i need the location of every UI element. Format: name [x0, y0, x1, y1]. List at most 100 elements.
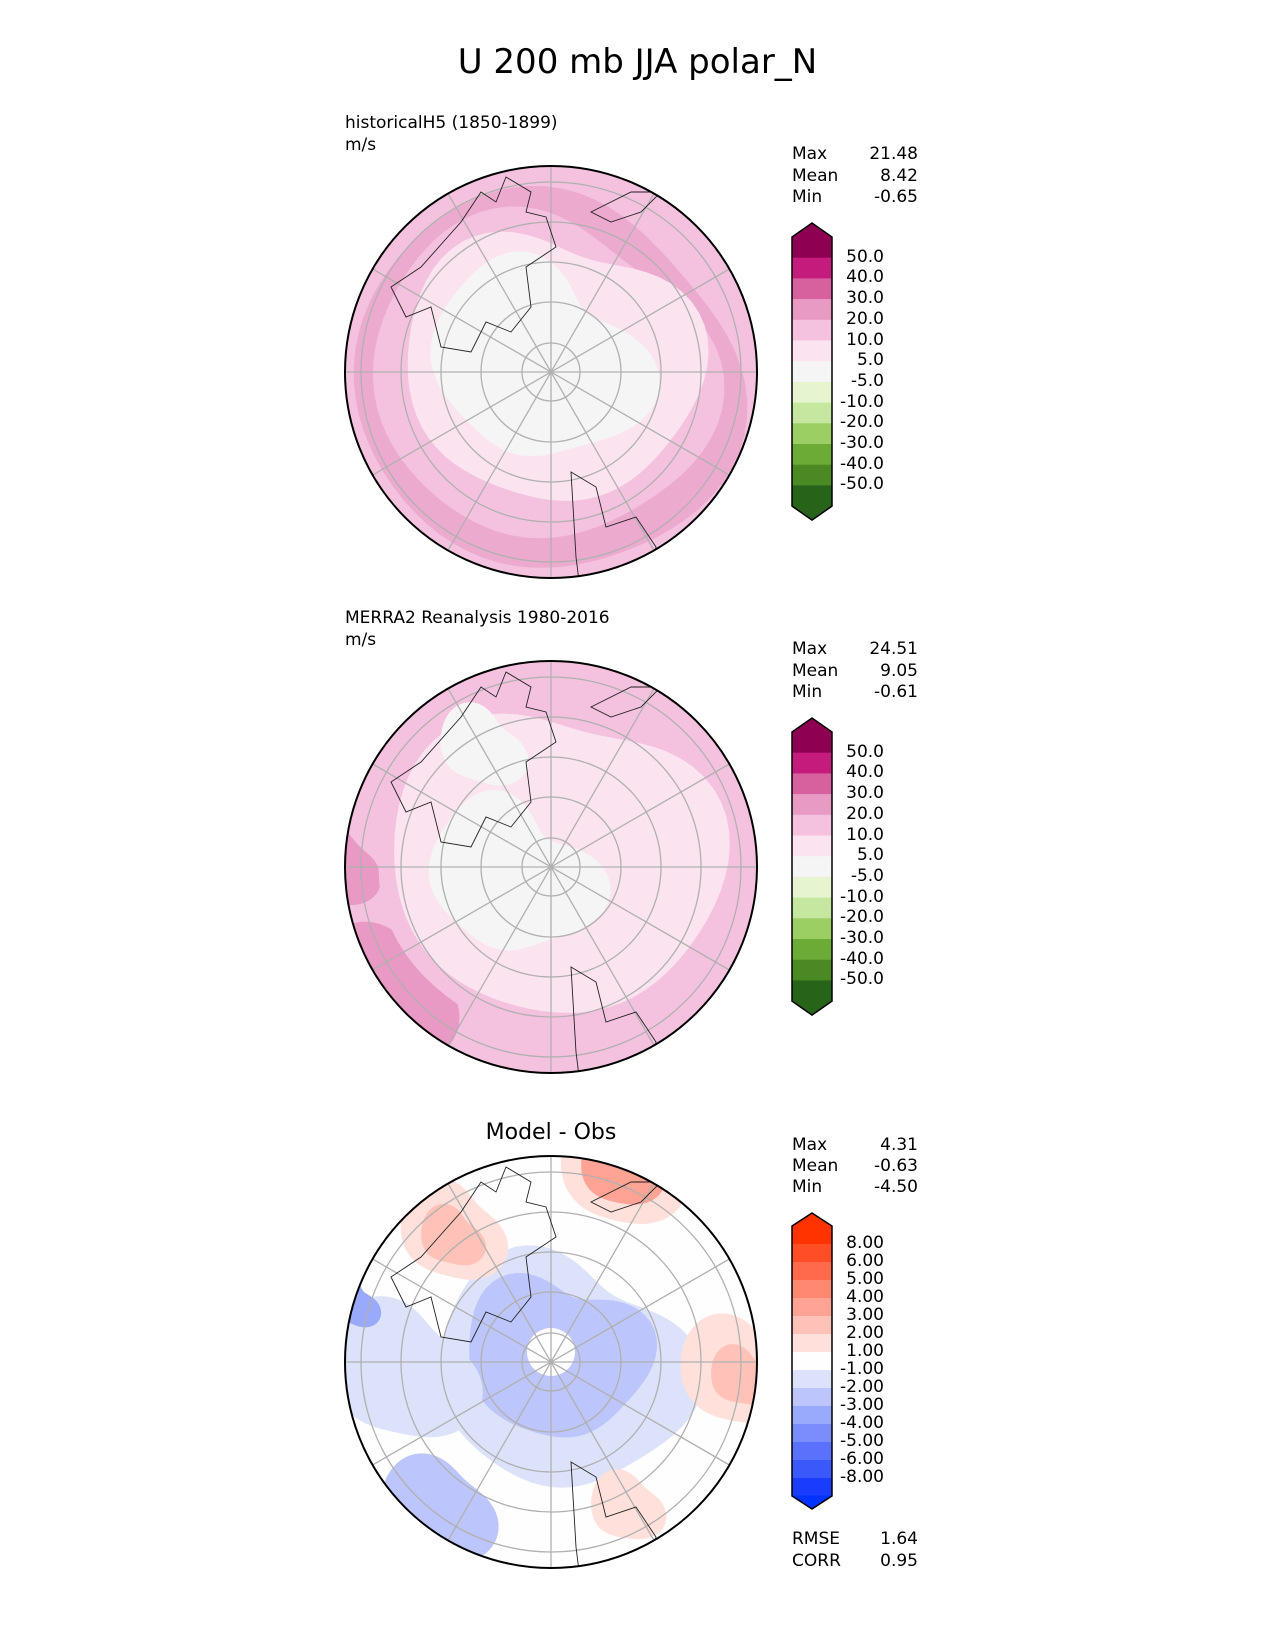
contour-fill	[345, 823, 382, 905]
panel1-mean: Mean 8.42	[792, 166, 918, 188]
colorbar-bin	[792, 856, 832, 878]
colorbar-tick-label: -10.0	[840, 886, 884, 907]
colorbar-tick-label: 5.00	[846, 1269, 884, 1289]
colorbar-bin	[792, 1298, 832, 1317]
colorbar-tick-label: 3.00	[846, 1305, 884, 1325]
colorbar-bin	[792, 1262, 832, 1281]
colorbar-tick-label: 6.00	[846, 1251, 884, 1271]
colorbar-bin	[792, 794, 832, 816]
map-boundary	[344, 165, 758, 579]
colorbar-tick-label: 50.0	[846, 246, 884, 267]
mean-value: -0.63	[874, 1156, 918, 1176]
panel2-title: MERRA2 Reanalysis 1980-2016	[345, 608, 610, 628]
colorbar-tick-label: 30.0	[846, 783, 884, 804]
colorbar-bin	[792, 1406, 832, 1425]
map-panel-3	[344, 1155, 758, 1569]
coastline	[390, 671, 663, 1073]
colorbar-tick-label: 20.0	[846, 308, 884, 329]
contour-fill	[345, 1296, 483, 1438]
map-panel-1	[344, 165, 758, 579]
colorbar-bin	[792, 959, 832, 981]
longitude-gridline	[447, 688, 655, 1046]
colorbar-tick-label: 40.0	[846, 267, 884, 288]
panel3-rmse: RMSE 1.64	[792, 1529, 918, 1551]
colorbar-tick-label: -5.0	[850, 865, 884, 886]
colorbar-tick-label: 5.0	[856, 350, 884, 371]
colorbar-tick-label: 1.00	[846, 1341, 884, 1361]
colorbar-tick-label: 10.0	[846, 824, 884, 845]
panel1-units: m/s	[345, 135, 377, 155]
colorbar-extend-top	[792, 1213, 832, 1227]
colorbar-extend-bottom	[792, 1000, 832, 1016]
colorbar-bin	[792, 1442, 832, 1461]
max-label: Max	[792, 639, 828, 659]
colorbar-bin	[792, 939, 832, 961]
colorbar-tick-label: -30.0	[840, 928, 884, 948]
colorbar-2	[791, 717, 833, 1017]
colorbar-tick-label: 40.0	[846, 762, 884, 783]
colorbar-bin	[792, 278, 832, 300]
max-label: Max	[792, 144, 828, 164]
coastline	[390, 176, 663, 578]
colorbar-bin	[792, 237, 832, 259]
colorbar-tick-label: -20.0	[840, 907, 884, 928]
colorbar-tick-label: -50.0	[840, 969, 884, 990]
colorbar-bin	[792, 423, 832, 445]
colorbar-extend-bottom	[792, 1495, 832, 1509]
colorbar-bin	[792, 1244, 832, 1263]
colorbar-bin	[792, 1334, 832, 1353]
colorbar-bin	[792, 876, 832, 899]
colorbar-bin	[792, 485, 832, 507]
colorbar-tick-label: -50.0	[840, 474, 884, 495]
map-panel-2	[344, 660, 758, 1074]
colorbar-tick-label: -10.0	[840, 391, 884, 412]
panel2-units: m/s	[345, 630, 377, 650]
panel1-title: historicalH5 (1850-1899)	[345, 113, 558, 133]
colorbar-bin	[792, 918, 832, 940]
corr-value: 0.95	[880, 1551, 918, 1571]
colorbar-tick-label: -3.00	[840, 1395, 884, 1415]
colorbar-tick-label: -30.0	[840, 433, 884, 453]
colorbar-bin	[792, 1352, 832, 1371]
contour-fill	[711, 1344, 757, 1405]
colorbar-tick-label: 20.0	[846, 803, 884, 824]
min-value: -0.65	[874, 187, 918, 207]
colorbar-outline	[791, 717, 833, 1017]
colorbar-bin	[792, 319, 832, 342]
panel3-title: Model - Obs	[485, 1120, 617, 1145]
contour-fill	[440, 702, 529, 786]
colorbar-tick-label: -4.00	[840, 1413, 884, 1433]
contour-fill	[581, 1156, 666, 1205]
colorbar-tick-label: 4.00	[846, 1287, 884, 1307]
colorbar-bin	[792, 299, 832, 321]
max-value: 24.51	[869, 639, 918, 659]
longitude-gridline	[447, 193, 655, 551]
colorbar-tick-label: -40.0	[840, 453, 884, 474]
colorbar-tick-label: 10.0	[846, 329, 884, 350]
contour-fills	[345, 166, 757, 578]
colorbar-bin	[792, 1478, 832, 1497]
colorbar-tick-label: -2.00	[840, 1377, 884, 1397]
min-label: Min	[792, 682, 823, 702]
colorbar-bin	[792, 1424, 832, 1443]
longitude-gridline	[447, 1183, 655, 1541]
max-label: Max	[792, 1135, 828, 1155]
colorbar-bin	[792, 402, 832, 424]
colorbar-bin	[792, 814, 832, 837]
colorbar-extend-top	[792, 718, 832, 733]
panel3-mean: Mean -0.63	[792, 1156, 918, 1178]
colorbar-bin	[792, 773, 832, 795]
rmse-label: RMSE	[792, 1529, 841, 1549]
colorbar-bin	[792, 1388, 832, 1407]
contour-fill	[430, 251, 660, 457]
colorbar-1	[791, 222, 833, 522]
panel2-max: Max 24.51	[792, 639, 918, 661]
contour-fill	[591, 1469, 667, 1540]
contour-fill	[428, 789, 611, 951]
colorbar-bin	[792, 732, 832, 754]
contour-fills	[345, 1156, 757, 1568]
colorbar-bin	[792, 361, 832, 383]
colorbar-bin	[792, 980, 832, 1002]
colorbar-tick-label: -20.0	[840, 412, 884, 433]
